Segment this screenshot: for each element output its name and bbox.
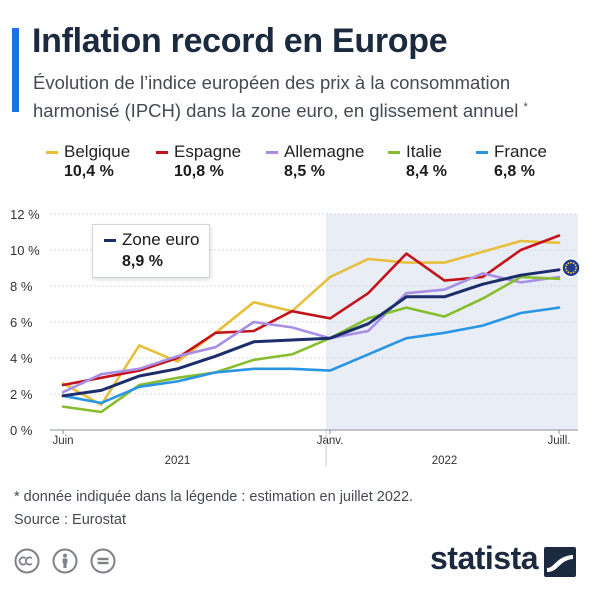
y-tick-label: 10 % — [10, 243, 40, 258]
eu-flag-star — [570, 261, 572, 264]
by-icon — [52, 548, 78, 574]
legend-value-espagne: 10,8 % — [174, 163, 224, 180]
chart-title: Inflation record en Europe — [32, 22, 448, 60]
series-line-espagne — [61, 234, 561, 387]
y-tick-label: 2 % — [10, 387, 33, 402]
zone-euro-swatch — [104, 239, 116, 242]
eu-flag-icon — [561, 258, 581, 278]
title-accent-bar — [12, 28, 19, 112]
statista-wordmark: statista — [430, 540, 539, 576]
legend-swatch-france — [476, 151, 488, 154]
eu-flag-star — [565, 269, 568, 272]
subtitle-footnote-mark: * — [523, 101, 528, 113]
legend-value-italie: 8,4 % — [406, 163, 447, 180]
series-line-france — [61, 306, 561, 405]
year-label: 2021 — [165, 455, 191, 467]
footnote: * donnée indiquée dans la légende : esti… — [14, 489, 414, 505]
y-tick-label: 12 % — [10, 207, 40, 222]
eu-flag-star — [574, 269, 577, 272]
legend-swatch-allemagne — [266, 151, 278, 154]
legend-label-italie: Italie — [406, 142, 442, 161]
eu-flag-star — [567, 271, 570, 274]
eu-flag-star — [572, 271, 575, 274]
eu-flag-star — [570, 272, 572, 274]
eu-flag-star — [574, 264, 577, 267]
y-tick-label: 4 % — [10, 351, 33, 366]
legend-value-france: 6,8 % — [494, 163, 535, 180]
legend-value-allemagne: 8,5 % — [284, 163, 325, 180]
eu-flag-star — [575, 266, 578, 269]
zone-euro-value: 8,9 % — [122, 253, 163, 270]
line-chart: 0 % 2 % 4 % 6 % 8 % 10 % 12 % Juin Janv. Juill. 20… — [10, 207, 581, 467]
legend-swatch-espagne — [156, 151, 168, 154]
chart-subtitle: Évolution de l’indice européen des prix … — [33, 71, 578, 123]
eu-flag-star — [564, 266, 567, 269]
source-line: Source : Eurostat — [14, 512, 127, 528]
x-tick-label: Juin — [52, 435, 73, 447]
series-line-zone-euro — [61, 268, 561, 398]
year-2022-highlight — [326, 214, 578, 430]
eu-flag-star — [572, 262, 575, 265]
y-tick-label: 6 % — [10, 315, 33, 330]
y-tick-label: 0 % — [10, 423, 33, 438]
x-tick-label: Janv. — [317, 435, 344, 447]
series-line-italie — [61, 275, 561, 414]
zone-euro-label: Zone euro — [122, 230, 200, 249]
legend-label-allemagne: Allemagne — [284, 142, 365, 161]
series-line-belgique — [61, 239, 561, 407]
x-tick-label: Juill. — [547, 435, 570, 447]
subtitle-text: Évolution de l’indice européen des prix … — [33, 72, 519, 122]
statista-logo-icon — [544, 547, 576, 577]
cc-icon — [14, 548, 40, 574]
eu-flag-star — [565, 264, 568, 267]
eu-flag-star — [567, 262, 570, 265]
legend-label-france: France — [494, 142, 547, 161]
legend-label-belgique: Belgique — [64, 142, 131, 161]
legend-swatch-italie — [388, 151, 400, 154]
zone-euro-callout: Zone euro 8,9 % — [92, 224, 210, 278]
legend-label-espagne: Espagne — [174, 142, 242, 161]
y-tick-label: 8 % — [10, 279, 33, 294]
year-label: 2022 — [432, 455, 458, 467]
legend-swatch-belgique — [46, 151, 58, 154]
legend: Belgique 10,4 % Espagne 10,8 % Allemagne… — [46, 142, 586, 186]
legend-value-belgique: 10,4 % — [64, 163, 114, 180]
nd-icon — [90, 548, 116, 574]
series-line-allemagne — [61, 272, 561, 394]
